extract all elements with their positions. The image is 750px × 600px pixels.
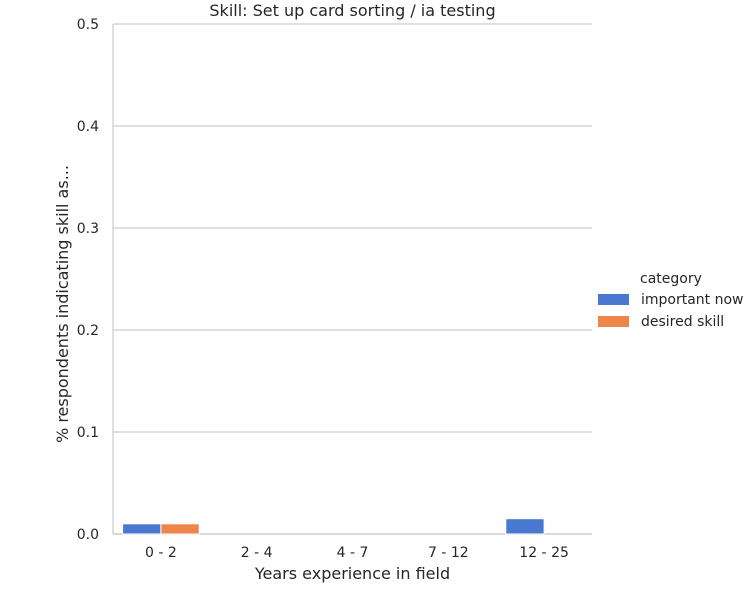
bars: [122, 518, 545, 535]
x-tick-label: 7 - 12: [428, 545, 469, 561]
x-tick-label: 0 - 2: [145, 545, 177, 561]
x-tick-label: 12 - 25: [519, 545, 569, 561]
axes: [112, 24, 592, 535]
y-tick-label: 0.4: [77, 119, 99, 135]
legend-label: important now: [641, 292, 744, 308]
x-axis-label: Years experience in field: [254, 564, 450, 583]
legend-label: desired skill: [641, 314, 724, 330]
legend-swatch: [598, 316, 629, 327]
x-tick-labels: 0 - 2 2 - 4 4 - 7 7 - 12 12 - 25: [145, 545, 569, 561]
y-tick-labels: 0.0 0.1 0.2 0.3 0.4 0.5: [77, 17, 99, 543]
chart-title: Skill: Set up card sorting / ia testing: [209, 1, 495, 20]
y-tick-label: 0.2: [77, 323, 99, 339]
y-tick-label: 0.5: [77, 17, 99, 33]
grid-lines: [113, 23, 592, 535]
y-tick-label: 0.1: [77, 425, 99, 441]
x-tick-label: 4 - 7: [337, 545, 369, 561]
y-tick-label: 0.0: [77, 527, 99, 543]
bar: [505, 518, 545, 535]
legend: category important now desired skill: [598, 271, 744, 330]
y-axis-label: % respondents indicating skill as...: [53, 165, 72, 443]
legend-swatch: [598, 294, 629, 305]
legend-items: important now desired skill: [598, 292, 744, 330]
x-tick-label: 2 - 4: [241, 545, 273, 561]
bar: [160, 523, 200, 535]
y-tick-label: 0.3: [77, 221, 99, 237]
bar: [122, 523, 162, 535]
legend-title: category: [640, 271, 702, 287]
